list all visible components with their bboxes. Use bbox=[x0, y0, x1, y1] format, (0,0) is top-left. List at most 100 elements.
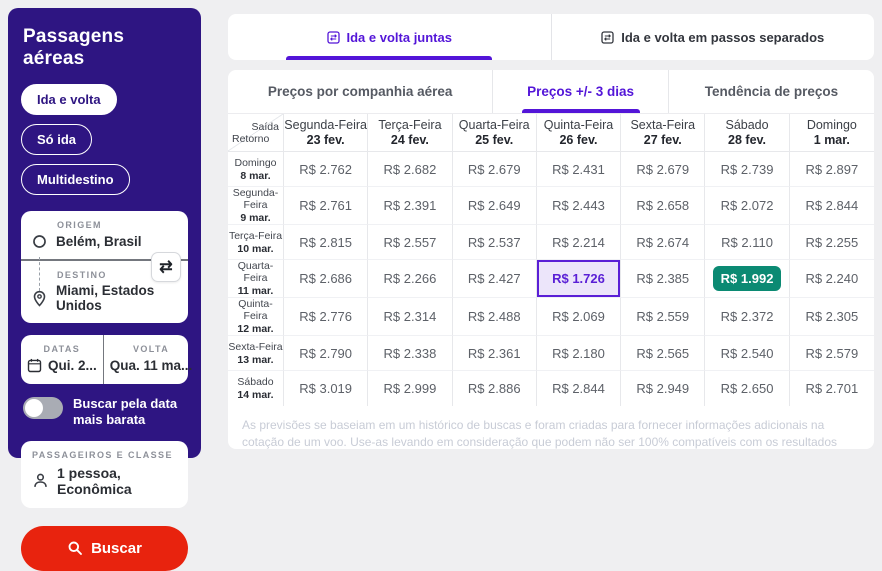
swap-origin-destination-button[interactable]: ⇄ bbox=[151, 252, 181, 282]
price-cell[interactable]: R$ 2.776 bbox=[284, 298, 369, 336]
tab-round-trip-separate[interactable]: Ida e volta em passos separados bbox=[550, 14, 875, 60]
column-header: Domingo 1 mar. bbox=[789, 114, 874, 152]
price-cell[interactable]: R$ 2.391 bbox=[368, 187, 453, 225]
price-cell[interactable]: R$ 2.180 bbox=[536, 336, 622, 371]
route-connector bbox=[39, 257, 40, 291]
cheapest-date-toggle[interactable]: Buscar pela data mais barata bbox=[23, 396, 186, 429]
destination-field[interactable]: DESTINO Miami, Estados Unidos bbox=[31, 270, 178, 313]
matrix-row: Sábado 14 mar. R$ 3.019 R$ 2.999 R$ 2.886… bbox=[228, 371, 874, 406]
toggle-knob bbox=[25, 399, 43, 417]
row-header: Quinta-Feira 12 mar. bbox=[228, 298, 284, 336]
trip-type-one-way[interactable]: Só ida bbox=[21, 124, 93, 155]
origin-icon bbox=[31, 233, 48, 250]
search-icon bbox=[67, 540, 83, 556]
price-cell[interactable]: R$ 2.072 bbox=[705, 187, 790, 225]
price-cell[interactable]: R$ 2.658 bbox=[621, 187, 706, 225]
price-cell[interactable]: R$ 2.431 bbox=[536, 152, 622, 187]
price-cell[interactable]: R$ 3.019 bbox=[284, 371, 369, 406]
return-date-label: VOLTA bbox=[132, 344, 170, 354]
price-cell[interactable]: R$ 2.266 bbox=[368, 260, 453, 298]
price-cell[interactable]: R$ 2.537 bbox=[452, 225, 537, 260]
price-cell[interactable]: R$ 2.314 bbox=[368, 298, 453, 336]
column-header: Segunda-Feira 23 fev. bbox=[284, 114, 369, 152]
swap-icon: ⇄ bbox=[159, 259, 173, 276]
cheapest-date-toggle-label: Buscar pela data mais barata bbox=[73, 396, 178, 428]
tab-round-trip-together[interactable]: Ida e volta juntas bbox=[228, 14, 551, 60]
return-date-value: Qua. 11 ma... bbox=[109, 358, 193, 373]
price-cell[interactable]: R$ 2.069 bbox=[536, 298, 622, 336]
column-header: Quarta-Feira 25 fev. bbox=[452, 114, 537, 152]
forecast-disclaimer: As previsões se baseiam em um histórico … bbox=[242, 418, 837, 449]
price-cell[interactable]: R$ 2.790 bbox=[284, 336, 369, 371]
price-cell[interactable]: R$ 2.557 bbox=[368, 225, 453, 260]
passenger-icon bbox=[32, 472, 49, 489]
price-cell[interactable]: R$ 2.579 bbox=[789, 336, 874, 371]
price-cell-best-deal[interactable]: R$ 1.992 bbox=[705, 260, 790, 298]
price-cell[interactable]: R$ 2.372 bbox=[705, 298, 790, 336]
origin-field[interactable]: ORIGEM Belém, Brasil bbox=[31, 220, 178, 250]
price-cell[interactable]: R$ 2.679 bbox=[452, 152, 537, 187]
price-cell-lowest-highlighted[interactable]: R$ 1.726 bbox=[536, 260, 622, 298]
passengers-value: 1 pessoa, Econômica bbox=[57, 464, 132, 497]
price-cell[interactable]: R$ 2.540 bbox=[705, 336, 790, 371]
column-header: Sexta-Feira 27 fev. bbox=[621, 114, 706, 152]
destination-value: Miami, Estados Unidos bbox=[56, 283, 155, 313]
price-cell[interactable]: R$ 2.844 bbox=[789, 187, 874, 225]
active-subtab-underline bbox=[521, 109, 640, 113]
price-cell[interactable]: R$ 2.761 bbox=[284, 187, 369, 225]
page-title: Passagens aéreas bbox=[23, 26, 125, 69]
matrix-row: Quarta-Feira 11 mar. R$ 2.686 R$ 2.266 R$… bbox=[228, 260, 874, 298]
tab-price-trend[interactable]: Tendência de preços bbox=[667, 70, 874, 113]
search-button-label: Buscar bbox=[91, 539, 142, 557]
price-cell[interactable]: R$ 2.110 bbox=[705, 225, 790, 260]
price-cell[interactable]: R$ 2.385 bbox=[621, 260, 706, 298]
tab-prices-plus-minus-3-days[interactable]: Preços +/- 3 dias bbox=[492, 70, 668, 113]
trip-type-multi-destination[interactable]: Multidestino bbox=[21, 164, 130, 195]
price-cell[interactable]: R$ 2.565 bbox=[621, 336, 706, 371]
route-card: ORIGEM Belém, Brasil DESTINO Miami, Esta… bbox=[21, 211, 188, 323]
price-cell[interactable]: R$ 2.949 bbox=[621, 371, 706, 406]
calendar-icon bbox=[27, 358, 42, 373]
price-cell[interactable]: R$ 2.559 bbox=[621, 298, 706, 336]
row-header: Quarta-Feira 11 mar. bbox=[228, 260, 284, 298]
price-cell[interactable]: R$ 2.739 bbox=[705, 152, 790, 187]
price-cell[interactable]: R$ 2.427 bbox=[452, 260, 537, 298]
row-header: Terça-Feira 10 mar. bbox=[228, 225, 284, 260]
tab-prices-by-airline[interactable]: Preços por companhia aérea bbox=[228, 70, 492, 113]
price-cell[interactable]: R$ 2.649 bbox=[452, 187, 537, 225]
matrix-row: Quinta-Feira 12 mar. R$ 2.776 R$ 2.314 R$… bbox=[228, 298, 874, 336]
price-cell[interactable]: R$ 2.886 bbox=[453, 371, 537, 406]
price-cell[interactable]: R$ 2.897 bbox=[789, 152, 874, 187]
search-button[interactable]: Buscar bbox=[21, 525, 188, 571]
tab-label: Ida e volta em passos separados bbox=[621, 29, 825, 45]
destination-icon bbox=[31, 290, 48, 307]
round-trip-icon bbox=[326, 30, 340, 44]
outbound-date-field[interactable]: DATAS Qui. 2... bbox=[21, 335, 103, 384]
price-cell[interactable]: R$ 2.674 bbox=[621, 225, 706, 260]
price-cell[interactable]: R$ 2.844 bbox=[537, 371, 622, 406]
price-cell[interactable]: R$ 2.361 bbox=[452, 336, 537, 371]
price-cell[interactable]: R$ 2.305 bbox=[789, 298, 874, 336]
price-cell[interactable]: R$ 2.686 bbox=[284, 260, 369, 298]
price-cell[interactable]: R$ 2.240 bbox=[789, 260, 874, 298]
price-cell[interactable]: R$ 2.701 bbox=[805, 381, 859, 396]
return-date-field[interactable]: VOLTA Qua. 11 ma... bbox=[102, 335, 199, 384]
matrix-row: Terça-Feira 10 mar. R$ 2.815 R$ 2.557 R$ … bbox=[228, 225, 874, 260]
passengers-field[interactable]: PASSAGEIROS E CLASSE 1 pessoa, Econômica bbox=[21, 440, 188, 508]
subtab-label: Preços por companhia aérea bbox=[267, 84, 453, 99]
trip-type-round-trip[interactable]: Ida e volta bbox=[21, 84, 117, 115]
price-cell[interactable]: R$ 2.488 bbox=[452, 298, 537, 336]
price-cell[interactable]: R$ 2.815 bbox=[284, 225, 369, 260]
price-cell[interactable]: R$ 2.443 bbox=[536, 187, 622, 225]
price-cell[interactable]: R$ 2.762 bbox=[284, 152, 369, 187]
matrix-row: Sexta-Feira 13 mar. R$ 2.790 R$ 2.338 R$ … bbox=[228, 336, 874, 371]
price-cell[interactable]: R$ 2.338 bbox=[368, 336, 453, 371]
origin-label: ORIGEM bbox=[57, 220, 102, 230]
toggle-track[interactable] bbox=[23, 397, 63, 419]
price-cell[interactable]: R$ 2.679 bbox=[621, 152, 706, 187]
price-cell[interactable]: R$ 2.650 bbox=[705, 371, 790, 406]
price-cell[interactable]: R$ 2.214 bbox=[536, 225, 622, 260]
price-cell[interactable]: R$ 2.255 bbox=[789, 225, 874, 260]
price-cell[interactable]: R$ 2.999 bbox=[368, 371, 453, 406]
price-cell[interactable]: R$ 2.682 bbox=[368, 152, 453, 187]
